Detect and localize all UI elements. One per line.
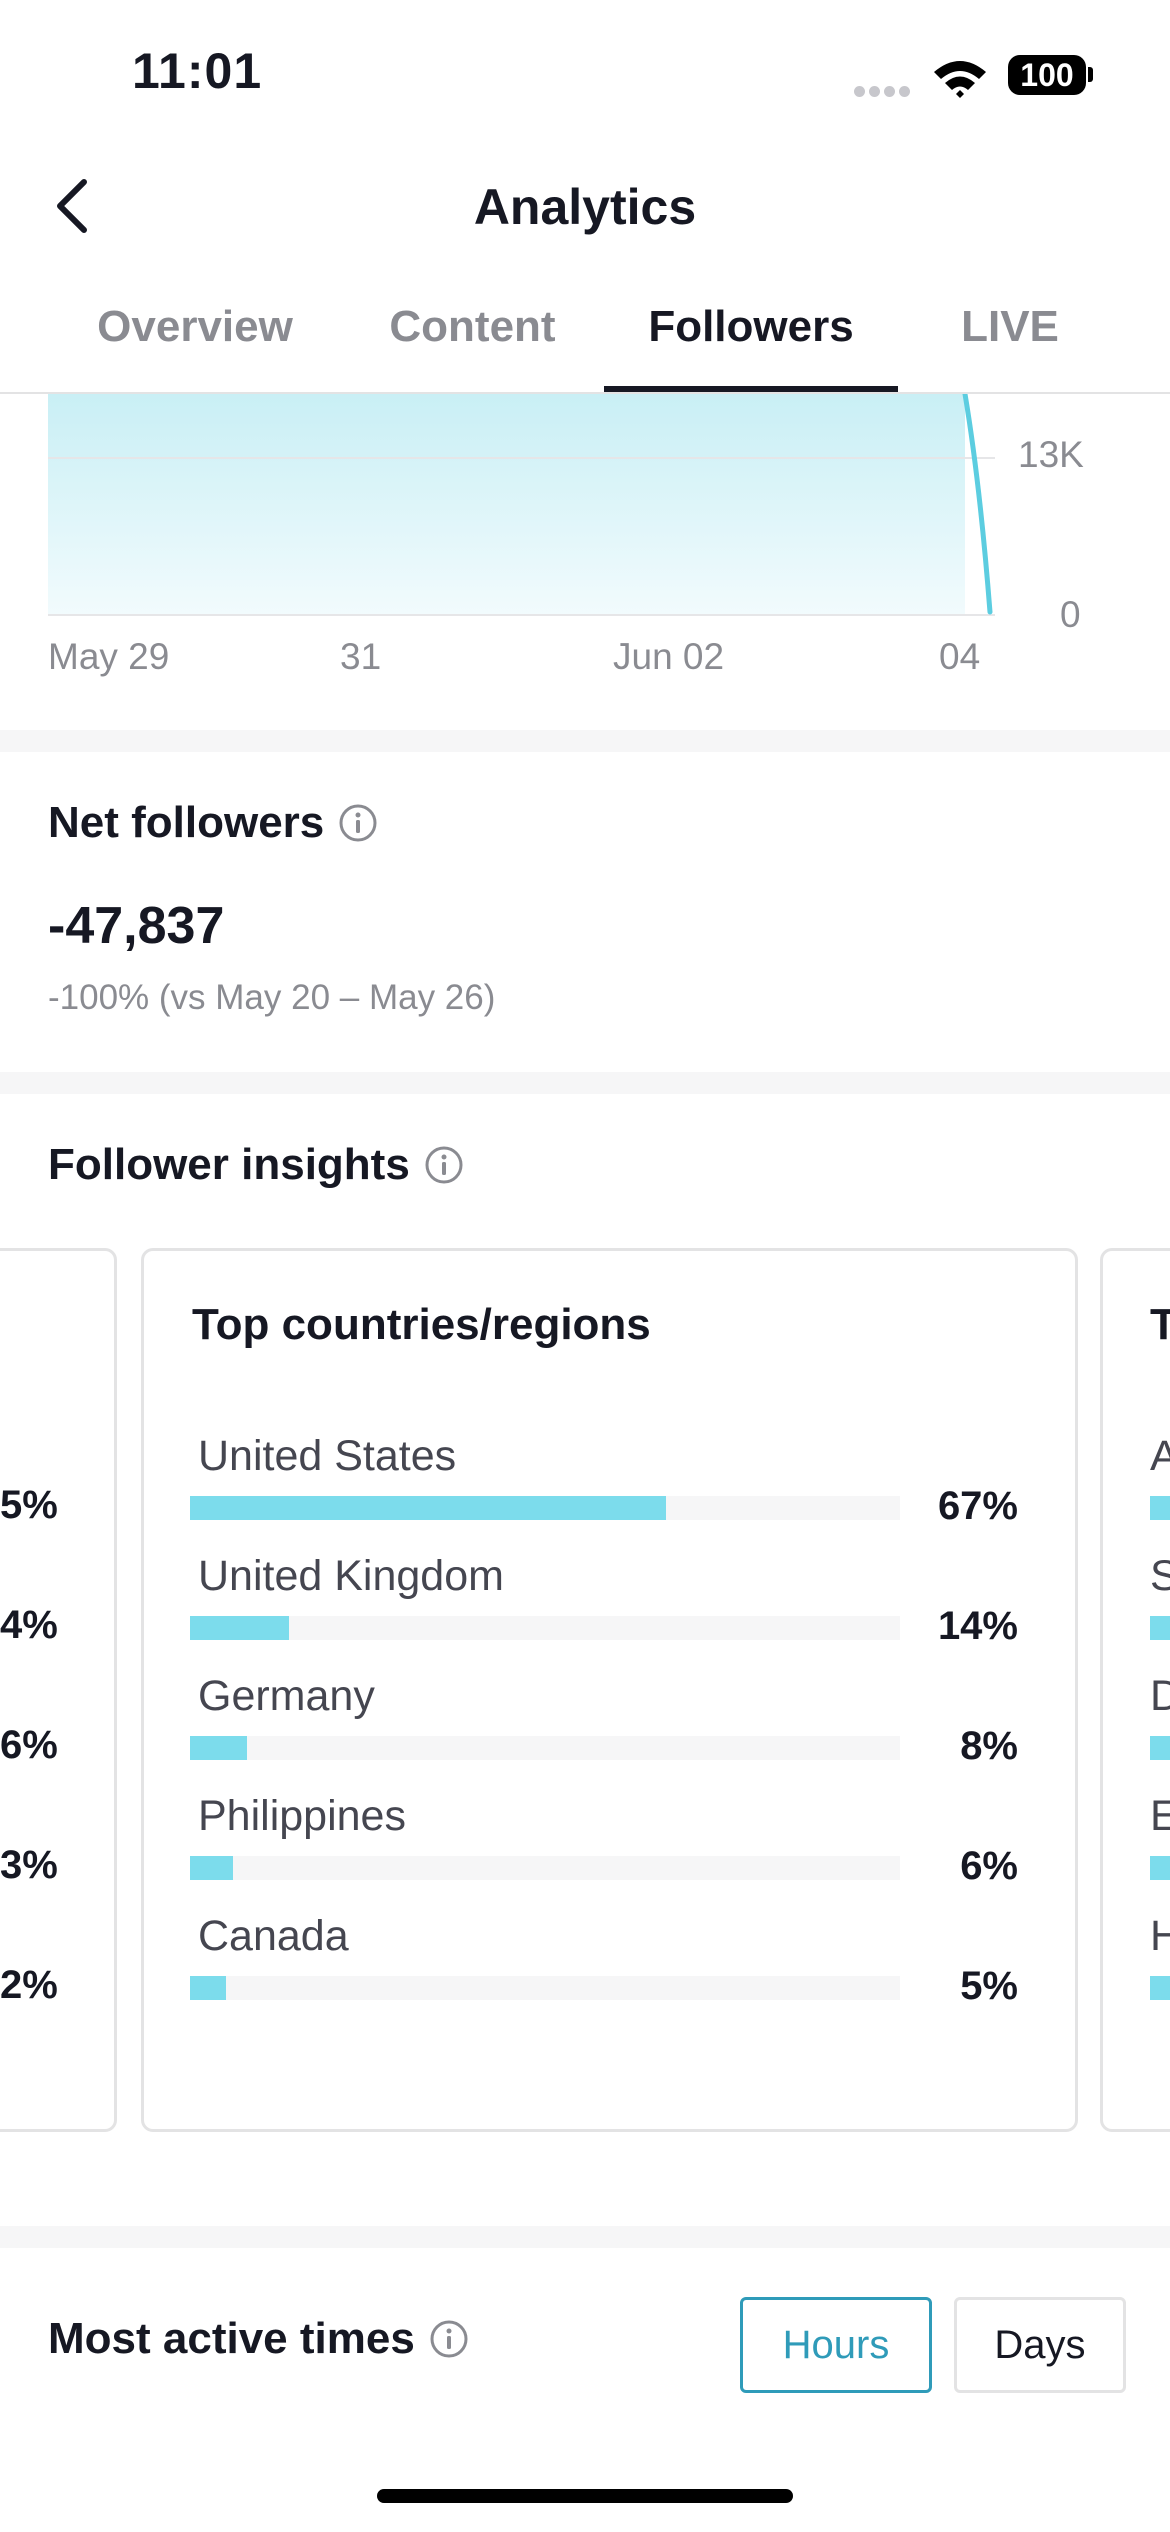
info-icon[interactable] <box>429 2319 469 2359</box>
back-arrow-icon[interactable] <box>48 176 98 236</box>
hours-button[interactable]: Hours <box>740 2297 932 2393</box>
tab-followers[interactable]: Followers <box>648 302 854 351</box>
next-card-row-label: D <box>1150 1672 1170 1720</box>
country-bar-track <box>190 1736 900 1760</box>
y-tick-13k: 13K <box>1018 434 1084 475</box>
net-followers-header: Net followers <box>48 798 378 848</box>
country-bar-track <box>190 1616 900 1640</box>
previous-card-percent: 3% <box>0 1843 58 1887</box>
section-divider <box>0 1072 1170 1094</box>
country-bar-fill <box>190 1736 247 1760</box>
followers-chart <box>48 394 995 616</box>
home-indicator[interactable] <box>377 2489 793 2503</box>
status-time: 11:01 <box>132 43 263 99</box>
most-active-title: Most active times <box>48 2314 415 2363</box>
country-bar-fill <box>190 1976 226 2000</box>
tab-content[interactable]: Content <box>389 302 556 351</box>
section-divider <box>0 2226 1170 2248</box>
country-bar-track <box>190 1856 900 1880</box>
net-followers-comparison: -100% (vs May 20 – May 26) <box>48 978 496 1017</box>
y-tick-0: 0 <box>1060 594 1081 635</box>
country-name: Philippines <box>198 1792 406 1840</box>
section-divider <box>0 730 1170 752</box>
net-followers-title: Net followers <box>48 798 325 847</box>
tab-live[interactable]: LIVE <box>961 302 1059 351</box>
next-card-row-bar <box>1150 1976 1170 2000</box>
x-tick-may-29: May 29 <box>48 636 170 677</box>
info-icon[interactable] <box>338 803 378 843</box>
next-card-row-label: H <box>1150 1912 1170 1960</box>
country-bar-fill <box>190 1616 289 1640</box>
tabs-divider <box>0 392 1170 394</box>
country-percent: 14% <box>937 1604 1018 1648</box>
country-percent: 6% <box>960 1844 1018 1888</box>
previous-card-percent: 4% <box>0 1603 58 1647</box>
country-name: United States <box>198 1432 457 1480</box>
most-active-header: Most active times <box>48 2314 469 2364</box>
next-card-title: T <box>1150 1300 1170 1349</box>
cellular-signal-icon <box>854 84 914 102</box>
battery-tip <box>1088 67 1093 82</box>
net-followers-value: -47,837 <box>48 897 225 955</box>
next-card-row-bar <box>1150 1856 1170 1880</box>
x-tick-jun-02: Jun 02 <box>613 636 725 677</box>
previous-card-percent: 6% <box>0 1723 58 1767</box>
battery-indicator: 100 <box>1008 55 1086 95</box>
insight-card-previous[interactable] <box>0 1248 117 2132</box>
next-card-row-label: A <box>1150 1432 1170 1480</box>
country-percent: 8% <box>960 1724 1018 1768</box>
country-name: Germany <box>198 1672 375 1720</box>
country-name: Canada <box>198 1912 349 1960</box>
active-tab-indicator <box>604 386 898 392</box>
next-card-row-label: E <box>1150 1792 1170 1840</box>
next-card-row-bar <box>1150 1736 1170 1760</box>
country-bar-track <box>190 1976 900 2000</box>
chart-series-line <box>962 394 993 615</box>
previous-card-percent: 5% <box>0 1483 58 1527</box>
follower-insights-title: Follower insights <box>48 1140 410 1189</box>
tab-overview[interactable]: Overview <box>97 302 293 351</box>
follower-insights-header: Follower insights <box>48 1140 464 1190</box>
chart-area-fill <box>48 394 965 616</box>
info-icon[interactable] <box>424 1145 464 1185</box>
country-name: United Kingdom <box>198 1552 504 1600</box>
country-percent: 67% <box>937 1484 1018 1528</box>
country-percent: 5% <box>960 1964 1018 2008</box>
next-card-row-bar <box>1150 1496 1170 1520</box>
country-bar-fill <box>190 1856 233 1880</box>
country-bar-fill <box>190 1496 666 1520</box>
next-card-row-label: S <box>1150 1552 1170 1600</box>
previous-card-percent: 2% <box>0 1963 58 2007</box>
x-tick-04: 04 <box>939 636 981 677</box>
page-title: Analytics <box>473 179 697 235</box>
top-countries-title: Top countries/regions <box>192 1300 651 1349</box>
next-card-row-bar <box>1150 1616 1170 1640</box>
wifi-icon <box>934 61 986 98</box>
days-button[interactable]: Days <box>954 2297 1126 2393</box>
x-tick-31: 31 <box>340 636 382 677</box>
